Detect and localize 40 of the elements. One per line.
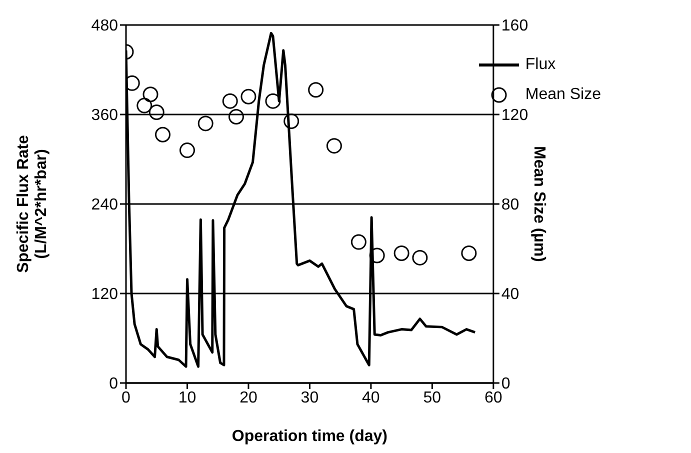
y2-tick-label: 80 bbox=[501, 196, 520, 214]
x-tick-label: 60 bbox=[484, 389, 502, 406]
x-tick-label: 30 bbox=[300, 389, 319, 406]
x-tick-label: 20 bbox=[240, 389, 258, 406]
y2-tick-label: 40 bbox=[501, 286, 520, 304]
y-tick-label: 480 bbox=[91, 18, 118, 35]
point bbox=[394, 245, 410, 261]
point bbox=[369, 248, 385, 264]
point bbox=[350, 234, 366, 250]
x-tick-label: 10 bbox=[178, 389, 196, 406]
y-tick-label: 360 bbox=[91, 107, 118, 124]
point bbox=[222, 93, 238, 109]
y2-axis-title: Mean Size (µm) bbox=[530, 146, 548, 262]
point bbox=[284, 113, 300, 129]
point bbox=[326, 138, 342, 154]
y2-tick-label: 120 bbox=[501, 107, 528, 124]
legend-label: Flux bbox=[525, 56, 556, 74]
point bbox=[198, 116, 214, 132]
y-tick-label: 120 bbox=[91, 286, 118, 304]
point bbox=[136, 98, 152, 114]
point bbox=[308, 82, 324, 98]
x-tick-label: 40 bbox=[362, 389, 380, 406]
point bbox=[265, 93, 281, 109]
point bbox=[142, 86, 158, 102]
point bbox=[154, 126, 170, 142]
x-axis-title: Operation time (day) bbox=[232, 428, 388, 445]
y-tick-label: 240 bbox=[91, 196, 118, 214]
point bbox=[412, 250, 428, 266]
legend-label: Mean Size bbox=[525, 86, 601, 104]
point bbox=[240, 88, 256, 104]
point bbox=[228, 108, 244, 124]
y2-tick-label: 0 bbox=[501, 376, 510, 393]
x-tick-label: 0 bbox=[122, 389, 131, 406]
x-tick-label: 50 bbox=[423, 389, 442, 406]
y2-tick-label: 160 bbox=[501, 18, 528, 35]
y-tick-label: 0 bbox=[109, 376, 118, 393]
point bbox=[461, 245, 477, 261]
y-axis-title: Specific Flux Rate (L/M^2*hr*bar) bbox=[15, 134, 50, 273]
point bbox=[179, 142, 195, 158]
point bbox=[148, 104, 164, 120]
